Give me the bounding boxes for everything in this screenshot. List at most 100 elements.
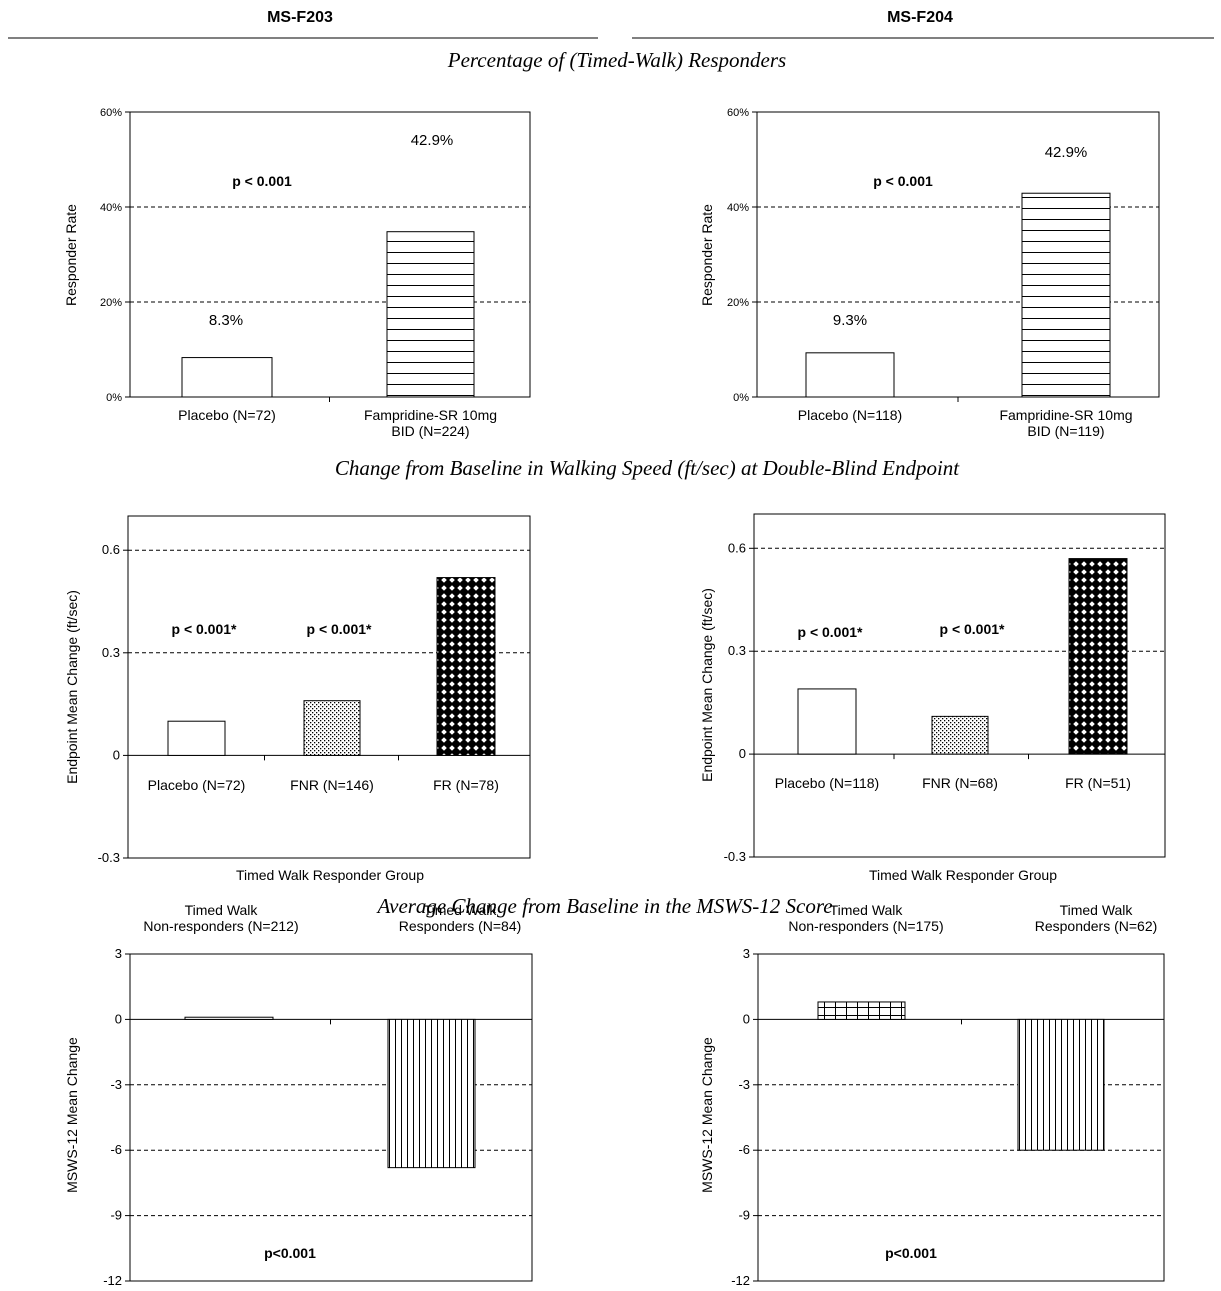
category-label: Placebo (N=118) (775, 775, 879, 791)
y-axis-title: Responder Rate (63, 204, 79, 306)
chart-4: -0.3 0 0.3 0.6 Placebo (N=118) FNR (N=68) FR (… (699, 513, 1166, 883)
category-label: Placebo (N=72) (178, 407, 276, 423)
p-value-label: p < 0.001 (873, 173, 933, 189)
category-label-line: BID (N=119) (1027, 423, 1104, 439)
category-label-line: Timed Walk (185, 902, 259, 918)
charts: 0% 20% 40% 60% 8.3% 42.9% Placebo (N=72) Fampri… (63, 107, 1166, 1288)
plot-frame (129, 953, 533, 1282)
bar-2 (1021, 192, 1111, 398)
y-tick-label: 0% (733, 392, 749, 404)
p-value-label: p<0.001 (885, 1245, 937, 1261)
category-label-line: Fampridine-SR 10mg (999, 407, 1132, 423)
bar-2 (386, 231, 475, 398)
y-tick-label: 60% (100, 107, 122, 119)
y-tick-label: -3 (110, 1077, 122, 1092)
category-label-line: Timed Walk (424, 902, 498, 918)
section-title-walking-speed: Change from Baseline in Walking Speed (f… (335, 456, 960, 480)
category-label: FNR (N=146) (290, 777, 374, 793)
bar-2 (1017, 1018, 1105, 1151)
y-tick-label: 0.6 (102, 542, 120, 557)
bar-1 (181, 357, 273, 398)
y-tick-label: 0.6 (728, 540, 746, 555)
category-label: Timed Walk Responders (N=62) (1035, 902, 1158, 934)
bar-1 (805, 352, 895, 398)
section-title-msws: Average Change from Baseline in the MSWS… (375, 894, 832, 918)
bar-1 (817, 1001, 906, 1020)
plot-frame (753, 513, 1166, 858)
y-tick-label: -0.3 (724, 849, 746, 864)
chart-2: 0% 20% 40% 60% 9.3% 42.9% Placebo (N=118) Fampr… (699, 107, 1160, 439)
y-tick-label: -12 (731, 1273, 750, 1288)
category-label: Placebo (N=118) (798, 407, 902, 423)
y-tick-label: 20% (100, 297, 122, 309)
bar-1 (167, 720, 226, 756)
y-axis-title: Endpoint Mean Change (ft/sec) (64, 590, 80, 784)
category-label: Fampridine-SR 10mg BID (N=119) (999, 407, 1132, 439)
header-right: MS-F204 (887, 9, 953, 26)
category-label-line: Fampridine-SR 10mg (364, 407, 497, 423)
y-tick-label: -3 (738, 1077, 750, 1092)
y-axis-title: Responder Rate (699, 204, 715, 306)
category-label: Timed Walk Responders (N=84) (399, 902, 522, 934)
category-label-line: BID (N=224) (391, 423, 469, 439)
y-tick-label: 0.3 (728, 643, 746, 658)
p-value-label: p < 0.001* (798, 624, 864, 640)
p-value-label: p < 0.001* (307, 621, 373, 637)
y-tick-label: 0 (115, 1011, 122, 1026)
category-label-line: Responders (N=84) (399, 918, 522, 934)
y-tick-label: 0 (739, 746, 746, 761)
bar-3 (436, 577, 496, 756)
section-title-responders: Percentage of (Timed-Walk) Responders (447, 48, 786, 72)
bar-2 (303, 700, 361, 756)
y-tick-label: 0 (113, 747, 120, 762)
y-tick-label: -12 (103, 1273, 122, 1288)
bar-1 (797, 688, 857, 755)
category-label-line: Timed Walk (830, 902, 904, 918)
p-value-label: p < 0.001* (940, 621, 1006, 637)
p-value-label: p<0.001 (264, 1245, 316, 1261)
y-tick-label: -0.3 (98, 850, 120, 865)
category-label-line: Responders (N=62) (1035, 918, 1158, 934)
category-label: FNR (N=68) (922, 775, 998, 791)
y-tick-label: 0.3 (102, 645, 120, 660)
category-label-line: Timed Walk (1060, 902, 1134, 918)
p-value-label: p < 0.001 (232, 173, 292, 189)
chart-3: -0.3 0 0.3 0.6 Placebo (N=72) FNR (N=146) FR (… (64, 515, 531, 883)
y-tick-label: 20% (727, 297, 749, 309)
y-tick-label: 3 (743, 946, 750, 961)
y-tick-label: -6 (738, 1142, 750, 1157)
p-value-label: p < 0.001* (172, 621, 238, 637)
category-label: FR (N=78) (433, 777, 499, 793)
value-label: 9.3% (833, 312, 867, 329)
value-label: 8.3% (209, 312, 243, 329)
plot-frame (127, 515, 531, 859)
value-label: 42.9% (411, 132, 454, 149)
y-tick-label: -9 (110, 1208, 122, 1223)
y-tick-label: 40% (100, 202, 122, 214)
y-axis-title: Endpoint Mean Change (ft/sec) (699, 588, 715, 782)
x-axis-title: Timed Walk Responder Group (236, 867, 424, 883)
category-label-line: Non-responders (N=175) (788, 918, 943, 934)
category-label: Fampridine-SR 10mg BID (N=224) (364, 407, 497, 439)
value-label: 42.9% (1045, 144, 1088, 161)
y-tick-label: 0 (743, 1011, 750, 1026)
y-tick-label: -6 (110, 1142, 122, 1157)
bar-2 (931, 715, 989, 755)
category-label-line: Non-responders (N=212) (143, 918, 298, 934)
chart-1: 0% 20% 40% 60% 8.3% 42.9% Placebo (N=72) Fampri… (63, 107, 531, 439)
x-axis-title: Timed Walk Responder Group (869, 867, 1057, 883)
y-tick-label: -9 (738, 1208, 750, 1223)
category-label: Timed Walk Non-responders (N=212) (143, 902, 298, 934)
y-axis-title: MSWS-12 Mean Change (699, 1037, 715, 1193)
header-left: MS-F203 (267, 9, 333, 26)
category-label: FR (N=51) (1065, 775, 1131, 791)
y-tick-label: 40% (727, 202, 749, 214)
category-label: Placebo (N=72) (148, 777, 246, 793)
category-label: Timed Walk Non-responders (N=175) (788, 902, 943, 934)
y-tick-label: 0% (106, 392, 122, 404)
bar-3 (1068, 558, 1128, 755)
y-axis-title: MSWS-12 Mean Change (64, 1037, 80, 1193)
